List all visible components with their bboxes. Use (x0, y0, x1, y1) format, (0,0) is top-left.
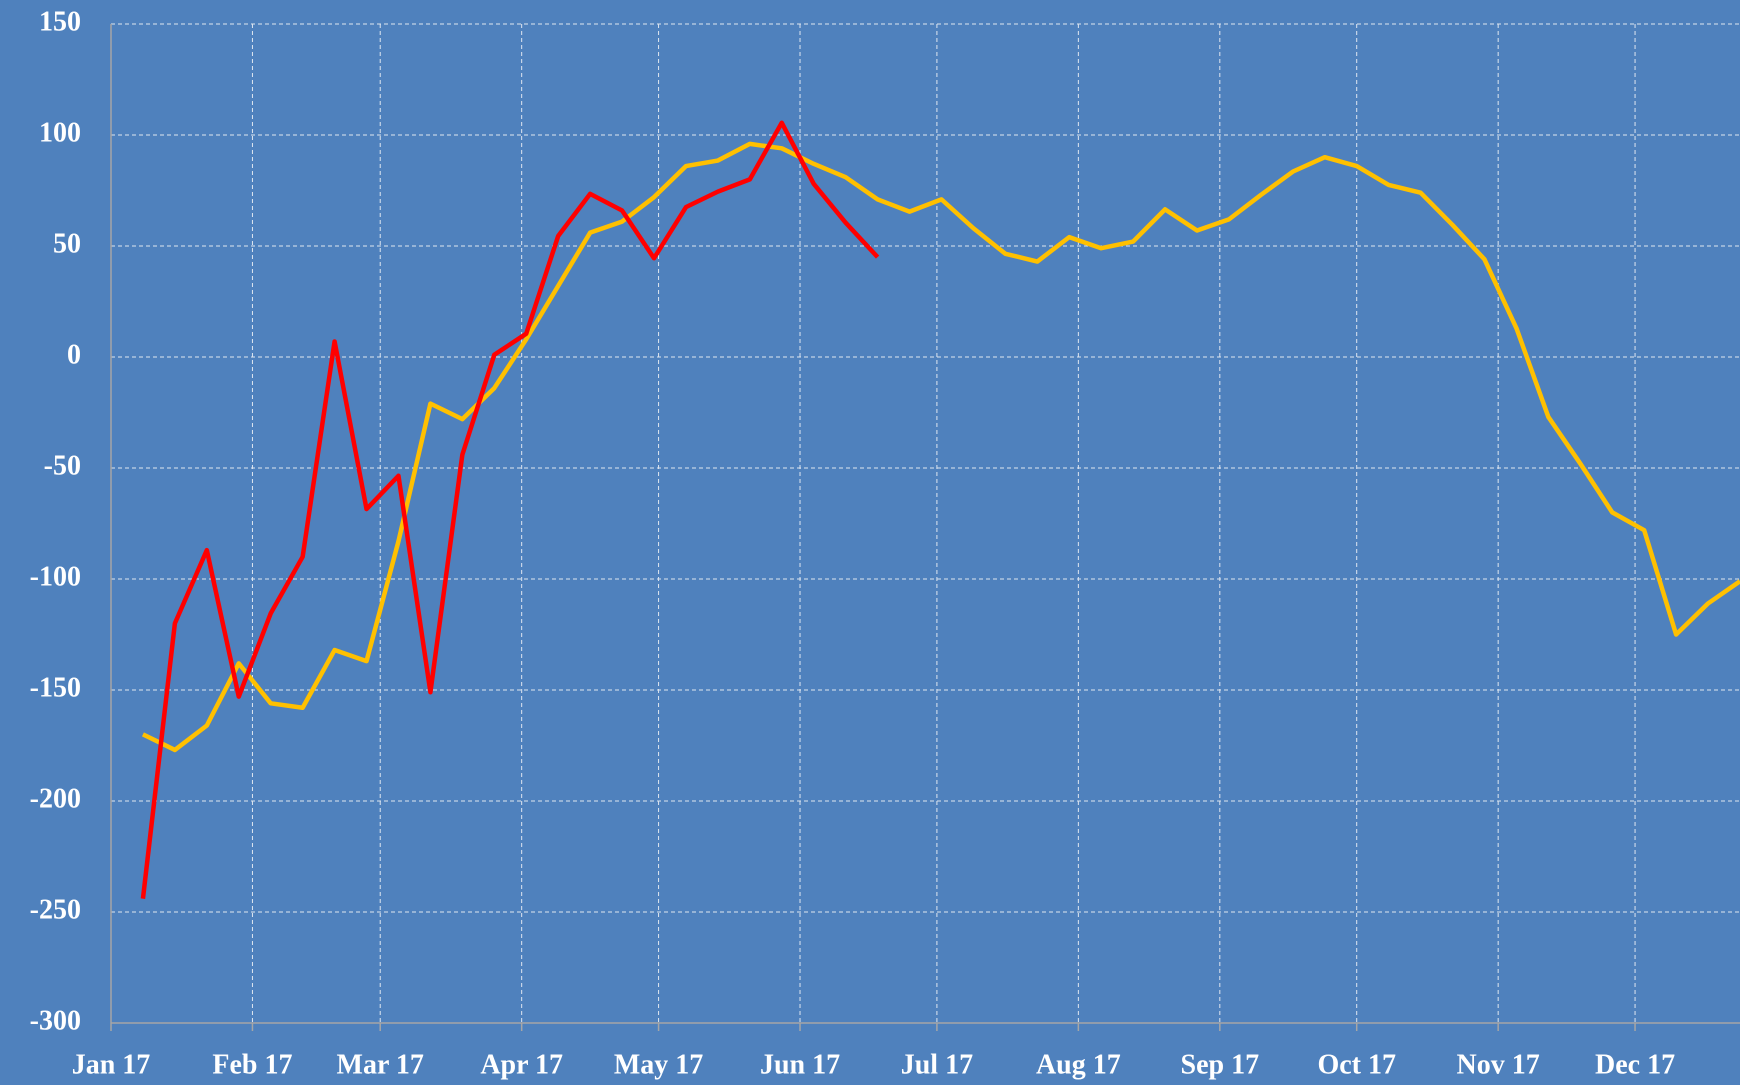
y-tick-label: -50 (44, 450, 81, 481)
y-tick-label: 150 (39, 6, 81, 37)
x-tick-label: Oct 17 (1317, 1049, 1396, 1080)
y-tick-label: -250 (30, 894, 81, 925)
x-tick-label: Aug 17 (1036, 1049, 1121, 1080)
x-tick-label: Mar 17 (337, 1049, 424, 1080)
y-tick-label: 0 (67, 339, 81, 370)
x-tick-label: Feb 17 (212, 1049, 292, 1080)
y-tick-label: 100 (39, 117, 81, 148)
y-tick-label: 50 (53, 228, 81, 259)
y-tick-label: -100 (30, 561, 81, 592)
series-line (141, 141, 1740, 753)
y-tick-label: -200 (30, 783, 81, 814)
series-line (140, 120, 880, 899)
y-tick-label: -150 (30, 672, 81, 703)
x-tick-label: Nov 17 (1457, 1049, 1540, 1080)
x-tick-label: Sep 17 (1181, 1049, 1260, 1080)
x-tick-label: Apr 17 (480, 1049, 563, 1080)
x-tick-label: Jun 17 (760, 1049, 840, 1080)
x-tick-label: Jul 17 (901, 1049, 973, 1080)
x-tick-label: Jan 17 (72, 1049, 151, 1080)
y-tick-label: -300 (30, 1005, 81, 1036)
x-tick-label: May 17 (614, 1049, 703, 1080)
x-tick-label: Dec 17 (1595, 1049, 1675, 1080)
